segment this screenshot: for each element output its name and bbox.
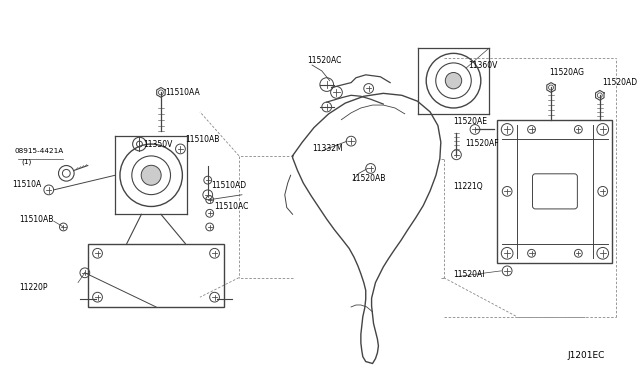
Text: 11360V: 11360V (468, 61, 497, 70)
Text: 11220P: 11220P (19, 283, 48, 292)
Circle shape (141, 165, 161, 185)
Text: 08915-4421A: 08915-4421A (15, 148, 64, 154)
Text: 11520AD: 11520AD (602, 78, 637, 87)
Text: 11350V: 11350V (143, 140, 173, 148)
Text: 11520AF: 11520AF (465, 139, 499, 148)
Text: 11520AG: 11520AG (549, 68, 584, 77)
Text: 11520AB: 11520AB (351, 174, 385, 183)
Text: 11510A: 11510A (12, 180, 41, 189)
Text: 11510AB: 11510AB (19, 215, 54, 224)
Text: 11510AA: 11510AA (165, 88, 200, 97)
Text: 11520AC: 11520AC (307, 56, 342, 65)
Text: 11510AD: 11510AD (212, 180, 247, 189)
Text: 11520AI: 11520AI (454, 270, 485, 279)
Text: 11520AE: 11520AE (454, 117, 488, 126)
Text: 11510AB: 11510AB (186, 135, 220, 144)
Text: 11221Q: 11221Q (454, 182, 483, 191)
Text: 11332M: 11332M (312, 144, 342, 153)
Text: 11510AC: 11510AC (214, 202, 249, 211)
Text: (1): (1) (22, 158, 32, 165)
Circle shape (445, 73, 461, 89)
Text: J1201EC: J1201EC (567, 350, 605, 360)
